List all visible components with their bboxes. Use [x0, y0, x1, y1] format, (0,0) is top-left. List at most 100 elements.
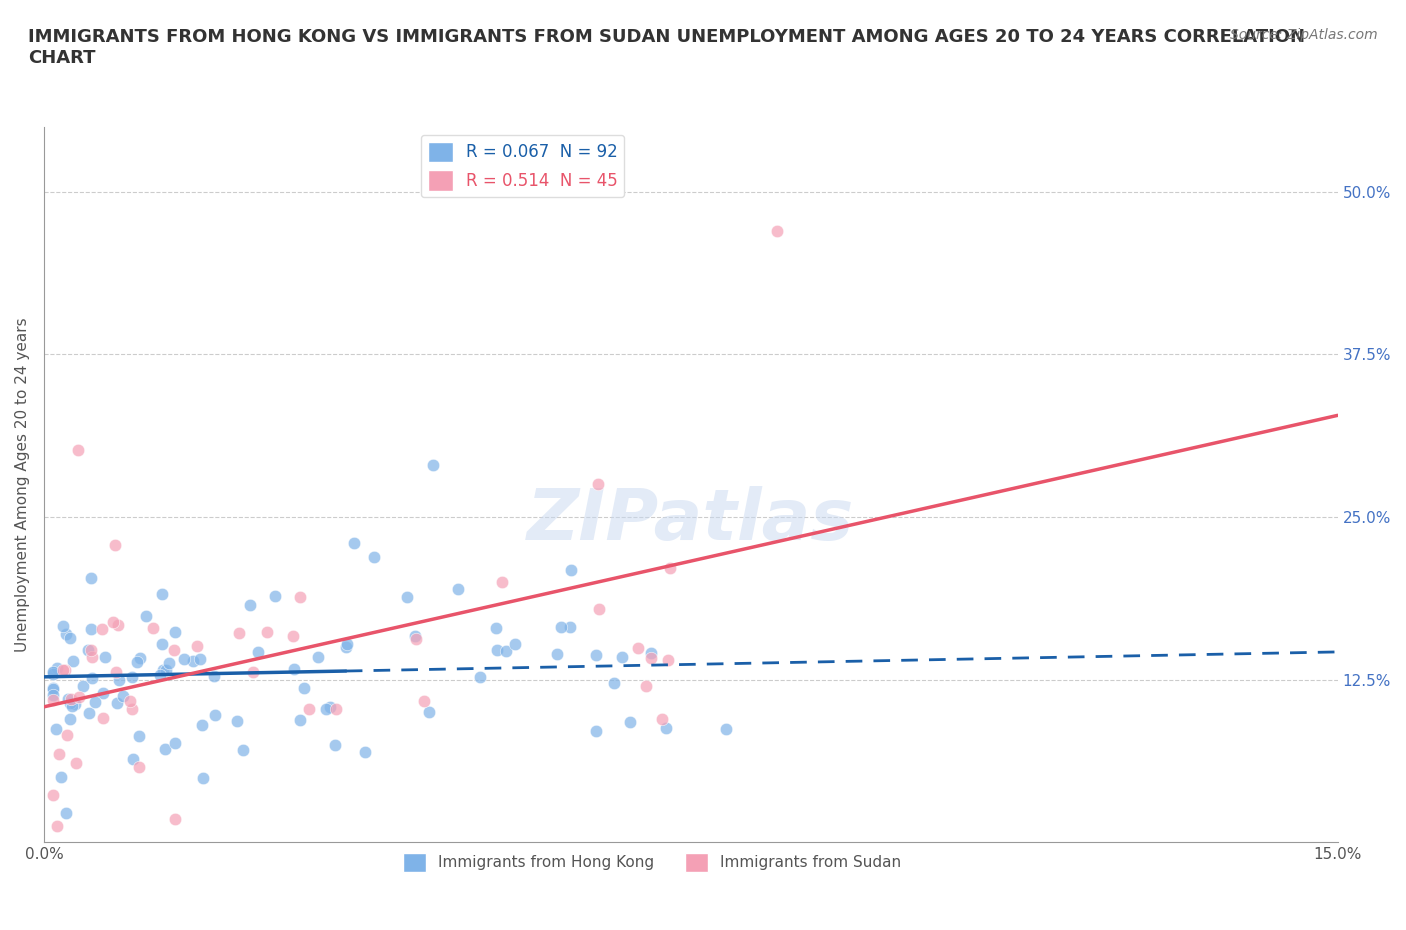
Point	[636, 679, 658, 694]
Point	[163, 811, 186, 826]
Point	[335, 637, 357, 652]
Point	[55, 805, 77, 820]
Point	[343, 536, 366, 551]
Point	[307, 649, 329, 664]
Point	[67, 443, 90, 458]
Point	[77, 643, 100, 658]
Point	[150, 586, 173, 601]
Point	[41, 682, 63, 697]
Point	[63, 697, 86, 711]
Point	[52, 619, 75, 634]
Point	[242, 665, 264, 680]
Point	[412, 694, 434, 709]
Text: Source: ZipAtlas.com: Source: ZipAtlas.com	[1230, 28, 1378, 42]
Point	[491, 575, 513, 590]
Point	[485, 620, 508, 635]
Point	[226, 713, 249, 728]
Point	[105, 696, 128, 711]
Point	[546, 646, 568, 661]
Point	[468, 670, 491, 684]
Point	[651, 711, 673, 726]
Point	[67, 689, 90, 704]
Point	[486, 643, 509, 658]
Point	[335, 640, 357, 655]
Point	[202, 669, 225, 684]
Point	[163, 643, 186, 658]
Point	[627, 641, 650, 656]
Point	[619, 714, 641, 729]
Point	[239, 598, 262, 613]
Point	[127, 655, 149, 670]
Point	[155, 662, 177, 677]
Point	[91, 711, 114, 725]
Point	[149, 668, 172, 683]
Point	[560, 619, 582, 634]
Point	[264, 589, 287, 604]
Point	[41, 664, 63, 679]
Point	[41, 692, 63, 707]
Point	[256, 624, 278, 639]
Point	[129, 651, 152, 666]
Point	[173, 651, 195, 666]
Point	[80, 621, 103, 636]
Point	[128, 729, 150, 744]
Legend: Immigrants from Hong Kong, Immigrants from Sudan: Immigrants from Hong Kong, Immigrants fr…	[396, 847, 907, 878]
Point	[292, 681, 315, 696]
Point	[72, 679, 94, 694]
Point	[104, 538, 127, 552]
Point	[603, 676, 626, 691]
Point	[588, 602, 610, 617]
Point	[232, 742, 254, 757]
Point	[41, 681, 63, 696]
Point	[120, 694, 142, 709]
Point	[46, 660, 69, 675]
Point	[186, 639, 208, 654]
Point	[55, 627, 77, 642]
Point	[108, 672, 131, 687]
Point	[163, 736, 186, 751]
Point	[41, 788, 63, 803]
Point	[121, 701, 143, 716]
Point	[323, 737, 346, 752]
Point	[298, 701, 321, 716]
Point	[191, 718, 214, 733]
Point	[157, 656, 180, 671]
Point	[283, 661, 305, 676]
Point	[714, 721, 737, 736]
Point	[188, 651, 211, 666]
Point	[560, 563, 582, 578]
Point	[111, 689, 134, 704]
Point	[90, 621, 112, 636]
Text: IMMIGRANTS FROM HONG KONG VS IMMIGRANTS FROM SUDAN UNEMPLOYMENT AMONG AGES 20 TO: IMMIGRANTS FROM HONG KONG VS IMMIGRANTS …	[28, 28, 1305, 67]
Point	[447, 581, 470, 596]
Point	[153, 741, 176, 756]
Point	[319, 700, 342, 715]
Point	[91, 685, 114, 700]
Point	[503, 636, 526, 651]
Point	[640, 651, 662, 666]
Point	[101, 615, 124, 630]
Point	[52, 662, 75, 677]
Point	[62, 654, 84, 669]
Point	[325, 702, 347, 717]
Point	[122, 751, 145, 766]
Point	[363, 550, 385, 565]
Point	[281, 628, 304, 643]
Point	[59, 630, 82, 644]
Point	[585, 647, 607, 662]
Point	[55, 727, 77, 742]
Point	[142, 620, 165, 635]
Text: ZIPatlas: ZIPatlas	[527, 485, 855, 555]
Point	[588, 476, 610, 491]
Point	[612, 649, 634, 664]
Point	[53, 662, 76, 677]
Point	[193, 770, 215, 785]
Point	[585, 724, 607, 738]
Point	[121, 670, 143, 684]
Point	[56, 691, 79, 706]
Point	[315, 701, 337, 716]
Point	[45, 721, 67, 736]
Point	[48, 747, 70, 762]
Point	[46, 818, 69, 833]
Point	[93, 650, 115, 665]
